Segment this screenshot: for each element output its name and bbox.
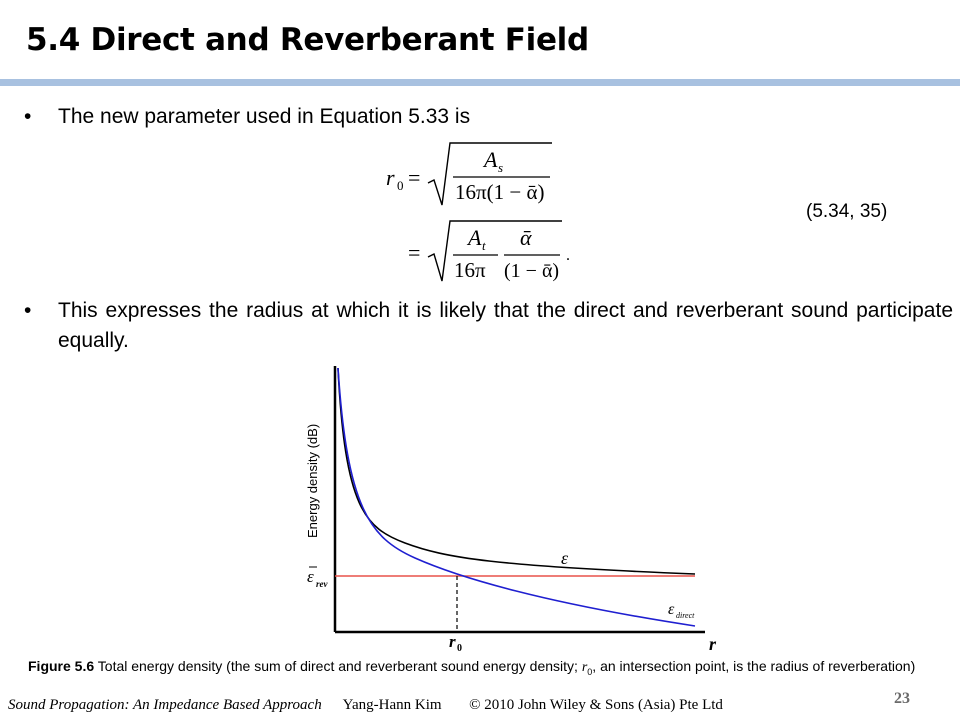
figure-caption-text-b: , an intersection point, is the radius o…	[592, 658, 916, 674]
total-energy-curve	[337, 367, 696, 575]
eq2-numerator-right: ᾱ	[520, 225, 532, 250]
eq2-numerator-left: A	[466, 225, 482, 250]
r0-label-sub: 0	[457, 643, 462, 654]
eq2-numerator-left-sub: t	[482, 238, 486, 253]
sqrt-sign-1	[427, 142, 552, 206]
eq-period: .	[566, 247, 570, 264]
equation-number: (5.34, 35)	[806, 201, 888, 222]
x-axis-label: r	[709, 634, 717, 654]
eq-lhs-sub: 0	[397, 178, 404, 193]
figure-caption-label: Figure 5.6	[28, 658, 95, 674]
sqrt-sign-2	[427, 220, 562, 282]
bullet-1-text: The new parameter used in Equation 5.33 …	[58, 105, 471, 128]
footer-book-title: Sound Propagation: An Impedance Based Ap…	[8, 697, 322, 713]
eq2-denominator-left: 16π	[454, 258, 486, 282]
epsilon-rev-sub: rev	[316, 579, 328, 589]
bullet-dot: •	[24, 105, 32, 128]
bullet-dot: •	[24, 299, 32, 322]
epsilon-rev-label: ε	[307, 567, 314, 586]
bullet-2-text: This expresses the radius at which it is…	[58, 299, 953, 352]
eq1-denominator: 16π(1 − ᾱ)	[455, 180, 544, 204]
energy-density-figure: Energy density (dB) r 0 r ε ε rev ε dire…	[305, 366, 717, 654]
footer-author: Yang-Hann Kim	[342, 697, 442, 713]
direct-energy-curve	[337, 367, 696, 627]
epsilon-total-label: ε	[561, 548, 569, 568]
equation-r0: r 0 = A s 16π(1 − ᾱ) = A t 16π ᾱ (1 − ᾱ)…	[386, 142, 570, 282]
footer-copyright: © 2010 John Wiley & Sons (Asia) Pte Ltd	[469, 697, 723, 713]
r0-label: r	[449, 632, 456, 651]
eq-equals-2: =	[408, 240, 420, 265]
eq-equals-1: =	[408, 165, 420, 190]
epsilon-direct-sub: direct	[676, 611, 695, 620]
bullet-2: • This expresses the radius at which it …	[24, 296, 953, 356]
title-underline	[0, 79, 960, 86]
page-number: 23	[894, 690, 910, 707]
epsilon-direct-label: ε	[668, 601, 675, 618]
slide-title: 5.4 Direct and Reverberant Field	[26, 22, 589, 58]
eq2-denominator-right: (1 − ᾱ)	[504, 260, 559, 282]
footer: Sound Propagation: An Impedance Based Ap…	[8, 697, 723, 714]
figure-caption-r0: r	[581, 660, 588, 675]
eq1-numerator: A	[482, 147, 498, 172]
eq1-numerator-sub: s	[498, 160, 503, 175]
figure-caption-text-a: Total energy density (the sum of direct …	[94, 658, 582, 674]
bullet-1: • The new parameter used in Equation 5.3…	[24, 102, 471, 132]
figure-caption-r0-sub: 0	[587, 666, 593, 677]
figure-caption: Figure 5.6 Total energy density (the sum…	[28, 657, 933, 682]
y-axis-label: Energy density (dB)	[305, 424, 320, 538]
eq-lhs: r	[386, 165, 395, 190]
